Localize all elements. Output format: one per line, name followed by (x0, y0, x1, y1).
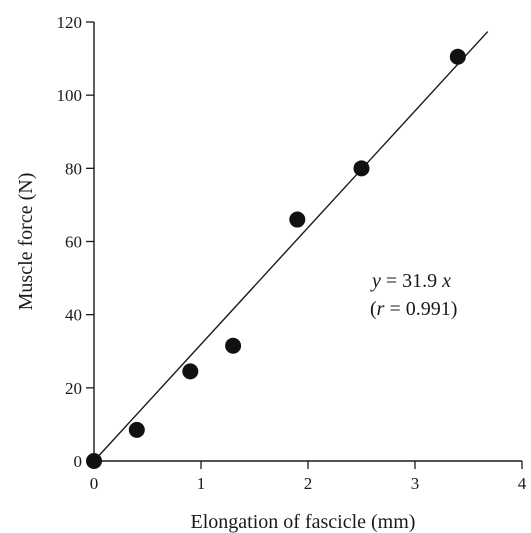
y-tick-label: 120 (57, 13, 83, 32)
data-points (86, 48, 466, 469)
y-tick-label: 60 (65, 233, 82, 252)
equation-annotation: y = 31.9 x (370, 270, 451, 292)
correlation-r-variable: r (377, 298, 385, 320)
data-point (182, 363, 199, 380)
x-tick-label: 1 (197, 474, 206, 493)
equation-slope-text: = 31.9 (381, 270, 442, 292)
data-point (353, 160, 370, 177)
data-point (289, 211, 306, 228)
fit-line-group (93, 31, 489, 462)
equation-x-variable: x (441, 270, 451, 292)
regression-line (93, 31, 489, 462)
x-tick-label: 2 (304, 474, 313, 493)
axes (93, 22, 522, 462)
correlation-annotation: (r = 0.991) (370, 298, 457, 320)
x-axis-title: Elongation of fascicle (mm) (191, 511, 416, 533)
y-tick-label: 100 (57, 86, 83, 105)
y-tick-label: 40 (65, 306, 82, 325)
equation-y-variable: y (370, 270, 381, 292)
x-tick-label: 4 (518, 474, 527, 493)
y-tick-label: 20 (65, 379, 82, 398)
correlation-open-paren: ( (370, 298, 377, 320)
x-tick-label: 0 (90, 474, 99, 493)
correlation-value-text: = 0.991) (384, 298, 457, 320)
y-tick-label: 80 (65, 159, 82, 178)
ticks: 0 20 40 60 80 100 120 0 1 2 3 4 (57, 13, 527, 493)
data-point (86, 453, 102, 469)
y-axis-title: Muscle force (N) (15, 173, 37, 311)
data-point (128, 421, 145, 438)
data-point (449, 48, 466, 65)
data-point (225, 337, 242, 354)
x-tick-label: 3 (411, 474, 420, 493)
y-tick-label: 0 (74, 452, 83, 471)
